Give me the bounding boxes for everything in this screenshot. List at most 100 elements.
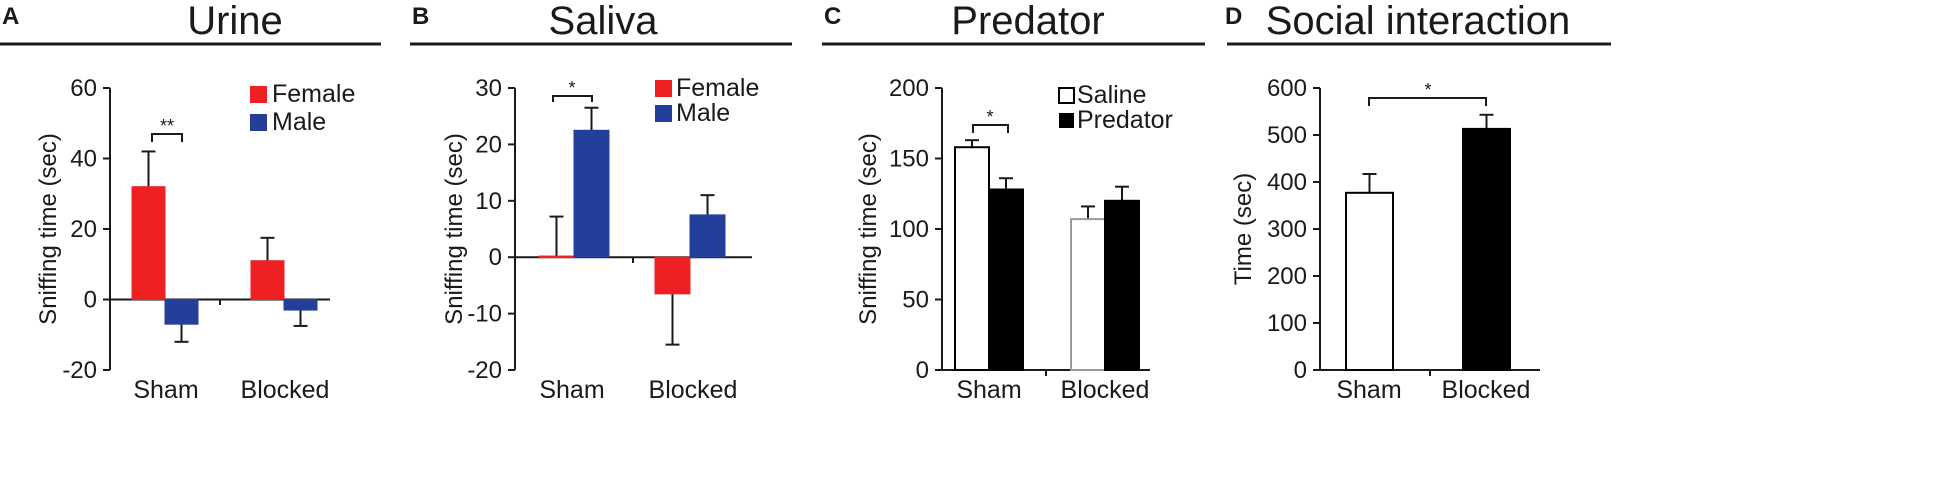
tick-label-c-1: 50 [902,287,929,314]
bar-group-a-blocked [250,236,318,327]
tick-label-d-0: 0 [1294,357,1307,384]
y-axis-b: -20 -10 0 10 20 30 Sniffing time (sec) [441,75,516,384]
tick-label-c-0: 0 [916,357,929,384]
bar-group-b-blocked [654,194,726,346]
panel-a: A Urine -20 0 20 40 60 Sniffing time (se… [0,0,381,404]
error-bar-b-male-blocked [700,194,715,215]
legend-a: Female Male [250,80,355,136]
category-label-d-blocked: Blocked [1442,376,1531,404]
bar-group-c-blocked [1070,185,1140,371]
bar-a-female-sham [131,186,166,300]
tick-label-b-4: 20 [475,131,502,158]
legend-c: Saline Predator [1058,81,1173,134]
y-axis-c: 0 50 100 150 200 Sniffing time (sec) [855,75,943,384]
legend-label-b-male: Male [676,99,730,127]
tick-label-a-1: 0 [84,287,97,314]
tick-label-a-0: -20 [62,357,97,384]
bar-group-b-sham [538,106,610,259]
tick-label-b-2: 0 [489,244,502,271]
category-label-c-sham: Sham [956,376,1021,404]
error-bar-d-sham [1362,173,1377,193]
panel-title-b: Saliva [549,0,659,43]
error-bar-b-male-sham [584,106,599,131]
bar-d-sham [1345,191,1394,371]
legend-label-a-male: Male [272,108,326,136]
significance-label-d: * [1424,80,1431,100]
significance-b: * [552,78,593,102]
significance-a: ** [151,116,183,142]
error-bar-c-predator-blocked [1115,185,1129,201]
legend-b: Female Male [655,74,759,127]
panel-letter-a: A [2,3,19,30]
panel-letter-c: C [824,3,841,30]
bar-a-male-sham [164,299,199,325]
significance-label-c: * [986,107,993,127]
tick-label-b-5: 30 [475,75,502,102]
bar-a-male-blocked [283,299,318,311]
bar-b-female-blocked [654,256,691,295]
significance-label-a: ** [160,116,174,136]
panel-letter-b: B [412,3,429,30]
tick-label-d-3: 300 [1267,216,1307,243]
tick-label-a-4: 60 [70,75,97,102]
tick-label-d-5: 500 [1267,122,1307,149]
tick-label-d-4: 400 [1267,169,1307,196]
error-bar-c-saline-sham [965,139,979,148]
error-bar-b-female-blocked [665,293,680,346]
tick-label-d-6: 600 [1267,75,1307,102]
panel-c: C Predator 0 50 100 150 200 Sniffing tim… [822,0,1205,404]
bar-group-a-sham [131,150,199,343]
bar-a-female-blocked [250,260,285,301]
bar-d-blocked [1462,127,1511,371]
legend-label-b-female: Female [676,74,759,102]
tick-label-c-4: 200 [889,75,929,102]
tick-label-d-2: 200 [1267,263,1307,290]
legend-label-c-saline: Saline [1077,81,1147,109]
bar-c-saline-sham [954,146,990,371]
bar-b-male-blocked [689,214,726,258]
tick-label-c-3: 150 [889,146,929,173]
significance-label-b: * [568,78,575,98]
legend-label-a-female: Female [272,80,355,108]
category-label-d-sham: Sham [1336,376,1401,404]
error-bar-c-saline-blocked [1081,205,1095,220]
panel-title-a: Urine [187,0,283,43]
legend-label-c-predator: Predator [1077,106,1173,134]
tick-label-b-1: -10 [467,301,502,328]
legend-swatch-b-female [655,80,672,97]
tick-label-b-0: -20 [467,357,502,384]
category-label-c-blocked: Blocked [1061,376,1150,404]
tick-label-d-1: 100 [1267,310,1307,337]
legend-swatch-a-male [250,114,267,131]
category-label-b-blocked: Blocked [649,376,738,404]
legend-swatch-b-male [655,105,672,122]
error-bar-a-male-blocked [293,310,308,327]
legend-swatch-c-saline [1058,87,1075,104]
error-bar-d-blocked [1479,113,1494,129]
panel-d: D Social interaction 0 100 200 300 400 5… [1225,0,1611,404]
panel-title-d: Social interaction [1266,0,1571,43]
category-label-b-sham: Sham [539,376,604,404]
error-bar-b-female-sham [549,215,564,257]
y-axis-a: -20 0 20 40 60 Sniffing time (sec) [35,75,111,384]
panel-letter-d: D [1225,3,1242,30]
bar-group-d [1345,113,1511,371]
y-axis-title-c: Sniffing time (sec) [855,133,882,325]
bar-c-predator-sham [988,188,1024,371]
bar-b-male-sham [573,129,610,258]
legend-swatch-a-female [250,86,267,103]
legend-swatch-c-predator [1059,113,1074,128]
y-axis-title-a: Sniffing time (sec) [35,133,62,325]
y-axis-title-b: Sniffing time (sec) [441,133,468,325]
error-bar-a-female-sham [141,150,156,187]
bar-group-c-sham [954,139,1024,371]
y-axis-title-d: Time (sec) [1230,173,1257,285]
bar-b-female-sham [538,255,575,259]
category-label-a-blocked: Blocked [241,376,330,404]
y-axis-d: 0 100 200 300 400 500 600 Time (sec) [1230,75,1321,384]
bar-c-predator-blocked [1104,199,1140,371]
panel-b: B Saliva -20 -10 0 10 20 30 Sniffing tim… [410,0,792,404]
tick-label-b-3: 10 [475,188,502,215]
error-bar-c-predator-sham [999,177,1013,190]
